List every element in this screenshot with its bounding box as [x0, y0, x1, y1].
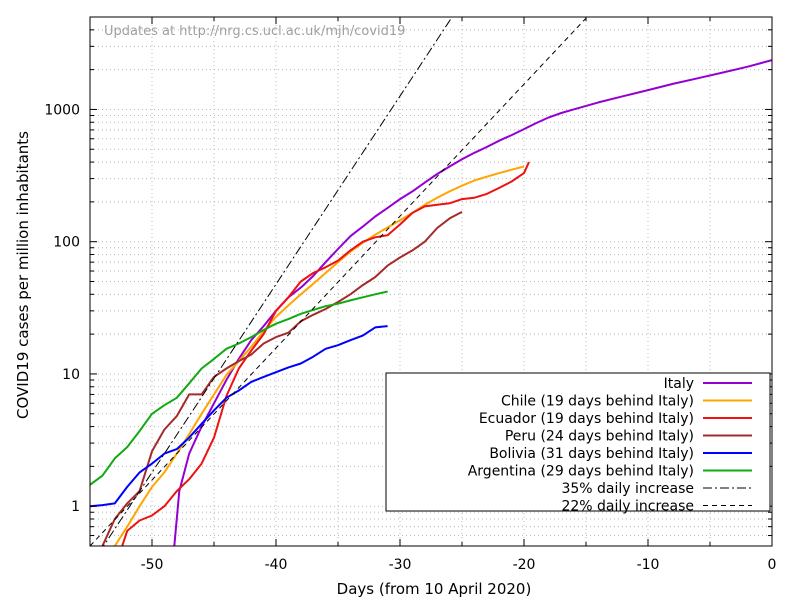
legend-label-0: Italy	[664, 376, 694, 392]
y-tick-label: 1	[71, 499, 80, 515]
x-tick-label: -30	[389, 557, 412, 573]
series-line-3	[101, 211, 463, 546]
series-line-2	[121, 161, 530, 546]
x-tick-label: -40	[265, 557, 288, 573]
legend-label-5: Argentina (29 days behind Italy)	[468, 464, 694, 480]
legend-label-3: Peru (24 days behind Italy)	[505, 429, 694, 445]
legend-label-7: 22% daily increase	[561, 499, 694, 515]
y-tick-label: 100	[53, 235, 80, 251]
series-line-5	[90, 290, 388, 486]
ticks: -50 -40 -30 -20 -10 0 1 10 100 1000	[44, 17, 776, 573]
legend-label-2: Ecuador (19 days behind Italy)	[479, 411, 694, 427]
update-note: Updates at http://nrg.cs.ucl.ac.uk/mjh/c…	[104, 24, 405, 39]
x-axis-title: Days (from 10 April 2020)	[337, 580, 532, 598]
legend-label-4: Bolivia (31 days behind Italy)	[489, 446, 694, 462]
x-tick-label: -10	[637, 557, 660, 573]
legend: Italy Chile (19 days behind Italy)Ecuador…	[385, 372, 771, 515]
y-tick-label: 1000	[44, 102, 80, 118]
x-tick-label: -20	[513, 557, 536, 573]
x-tick-label: -50	[141, 557, 164, 573]
series-line-4	[90, 325, 388, 508]
y-axis-title: COVID19 cases per million inhabitants	[14, 131, 32, 419]
series-line-0	[173, 59, 772, 546]
series-line-6	[102, 17, 453, 546]
x-tick-label: 0	[768, 557, 777, 573]
series-layer	[90, 17, 772, 546]
y-tick-label: 10	[62, 367, 80, 383]
series-line-7	[90, 17, 587, 546]
legend-label-6: 35% daily increase	[561, 481, 694, 497]
legend-label-1: Chile (19 days behind Italy)	[501, 394, 694, 410]
